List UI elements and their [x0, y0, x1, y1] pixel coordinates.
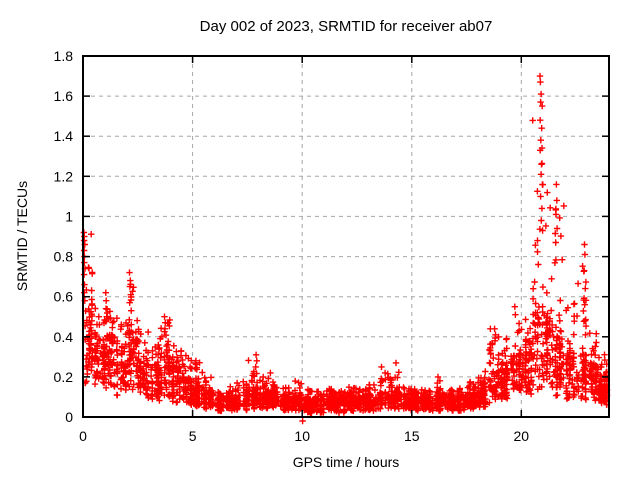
scatter-points-path — [80, 72, 611, 425]
x-tick-label: 10 — [294, 428, 310, 444]
x-axis-label: GPS time / hours — [293, 454, 400, 470]
plot-border — [82, 55, 610, 418]
x-tick-label: 20 — [514, 428, 530, 444]
data-points — [80, 72, 611, 425]
y-tick-label: 1.8 — [54, 48, 74, 64]
chart-title: Day 002 of 2023, SRMTID for receiver ab0… — [200, 18, 493, 35]
y-tick-label: 0.6 — [54, 289, 74, 305]
y-tick-label: 0.2 — [54, 369, 74, 385]
x-tick-label: 0 — [79, 428, 87, 444]
y-axis-label: SRMTID / TECUs — [14, 181, 30, 291]
y-tick-label: 1.2 — [54, 168, 74, 184]
y-tick-label: 1.6 — [54, 88, 74, 104]
y-tick-label: 0.8 — [54, 249, 74, 265]
x-tick-label: 15 — [404, 428, 420, 444]
y-tick-label: 0.4 — [54, 329, 74, 345]
x-tick-label: 5 — [189, 428, 197, 444]
gridlines — [82, 55, 609, 418]
axis-tick-labels: 0 5 10 15 20 0 0.2 0.4 0.6 0.8 1 1.2 1.4 1.6 1.8 — [54, 48, 530, 444]
y-tick-label: 0 — [65, 409, 73, 425]
y-tick-label: 1.4 — [54, 128, 74, 144]
axis-tick-marks — [82, 55, 609, 418]
y-tick-label: 1 — [65, 208, 73, 224]
